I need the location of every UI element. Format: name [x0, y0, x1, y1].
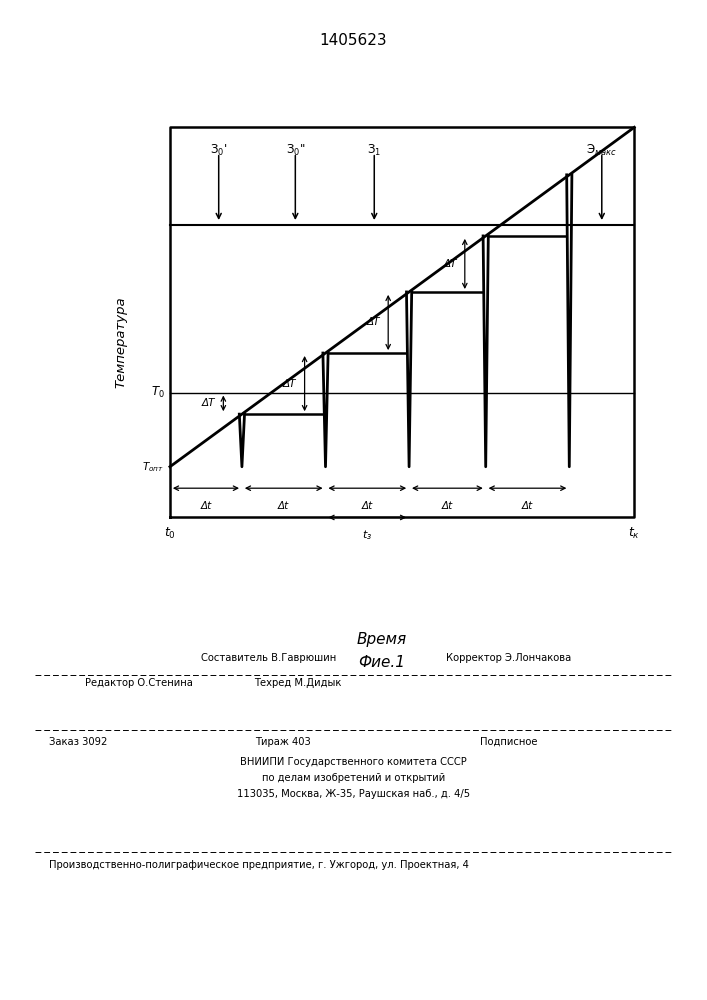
- Text: Δt: Δt: [522, 501, 533, 511]
- Text: Δt: Δt: [362, 501, 373, 511]
- Text: Время: Время: [357, 632, 407, 647]
- Text: Фие.1: Фие.1: [358, 655, 405, 670]
- Text: 1405623: 1405623: [320, 33, 387, 48]
- Text: $t_0$: $t_0$: [164, 526, 176, 541]
- Text: З$_0$": З$_0$": [286, 143, 305, 158]
- Text: Корректор Э.Лончакова: Корректор Э.Лончакова: [446, 653, 572, 663]
- Text: Δt: Δt: [442, 501, 453, 511]
- Text: Δt: Δt: [200, 501, 211, 511]
- Text: Температура: Температура: [115, 296, 128, 388]
- Text: ВНИИПИ Государственного комитета СССР: ВНИИПИ Государственного комитета СССР: [240, 757, 467, 767]
- Text: $T_{опт}$: $T_{опт}$: [142, 460, 164, 474]
- Text: Редактор О.Стенина: Редактор О.Стенина: [85, 678, 193, 688]
- Text: Техред М.Дидык: Техред М.Дидык: [255, 678, 342, 688]
- Text: ΔT: ΔT: [443, 259, 457, 269]
- Text: Заказ 3092: Заказ 3092: [49, 737, 108, 747]
- Text: ΔT: ΔT: [367, 317, 380, 327]
- Text: Производственно-полиграфическое предприятие, г. Ужгород, ул. Проектная, 4: Производственно-полиграфическое предприя…: [49, 860, 469, 870]
- Text: ΔT: ΔT: [201, 398, 215, 408]
- Text: ΔT: ΔT: [283, 379, 296, 389]
- Text: З$_1$: З$_1$: [367, 143, 381, 158]
- Text: З$_0$': З$_0$': [210, 143, 228, 158]
- Text: Э$_{макс}$: Э$_{макс}$: [586, 143, 617, 158]
- Text: Составитель В.Гаврюшин: Составитель В.Гаврюшин: [201, 653, 337, 663]
- Text: 113035, Москва, Ж-35, Раушская наб., д. 4/5: 113035, Москва, Ж-35, Раушская наб., д. …: [237, 789, 470, 799]
- Text: Тираж 403: Тираж 403: [255, 737, 310, 747]
- Text: $t_з$: $t_з$: [362, 528, 373, 542]
- Text: $T_0$: $T_0$: [151, 385, 164, 400]
- Text: по делам изобретений и открытий: по делам изобретений и открытий: [262, 773, 445, 783]
- Text: Подписное: Подписное: [480, 737, 538, 747]
- Text: $t_к$: $t_к$: [629, 526, 641, 541]
- Text: Δt: Δt: [278, 501, 289, 511]
